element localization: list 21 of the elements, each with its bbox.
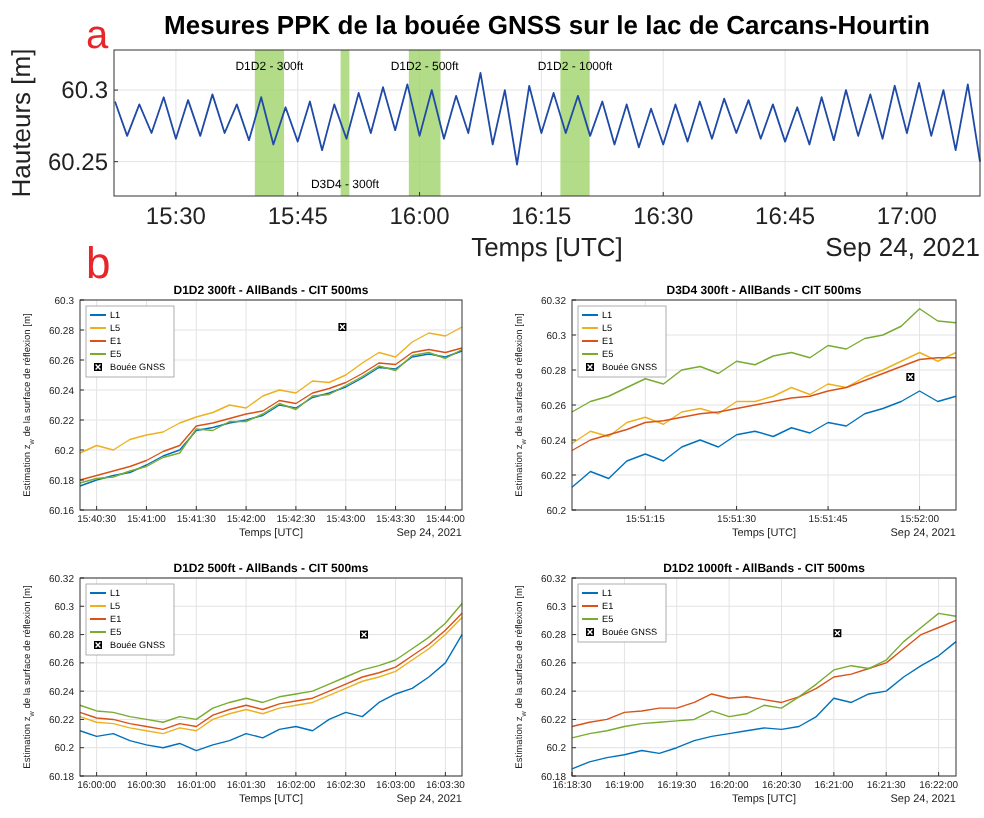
x-tick-label: 16:45	[755, 202, 816, 230]
line-series	[571, 308, 957, 413]
x-tick-label: 16:00	[389, 202, 451, 230]
y-tick-label: 60.3	[61, 76, 109, 105]
x-tick-label: 15:45	[267, 202, 329, 230]
text: a	[86, 14, 110, 58]
x-axis-title: Temps [UTC]	[471, 232, 623, 262]
x-tick-label: 16:30	[633, 202, 694, 230]
x-tick-label: 15:30	[145, 202, 207, 230]
line-series	[571, 390, 957, 488]
x-tick-label: 17:00	[876, 202, 938, 230]
line-series	[79, 633, 463, 752]
chart-title: Mesures PPK de la bouée GNSS sur le lac de Carcans-Hourtin	[164, 10, 931, 40]
line-series	[114, 72, 981, 166]
text: b	[86, 238, 111, 288]
text: Sep 24, 2021	[825, 232, 980, 262]
y-tick-label: 60.25	[47, 148, 109, 177]
line-series	[79, 326, 463, 454]
x-tick-label: 16:15	[511, 202, 573, 230]
line-series	[571, 640, 957, 770]
y-axis-title: Hauteurs [m]	[6, 48, 36, 198]
